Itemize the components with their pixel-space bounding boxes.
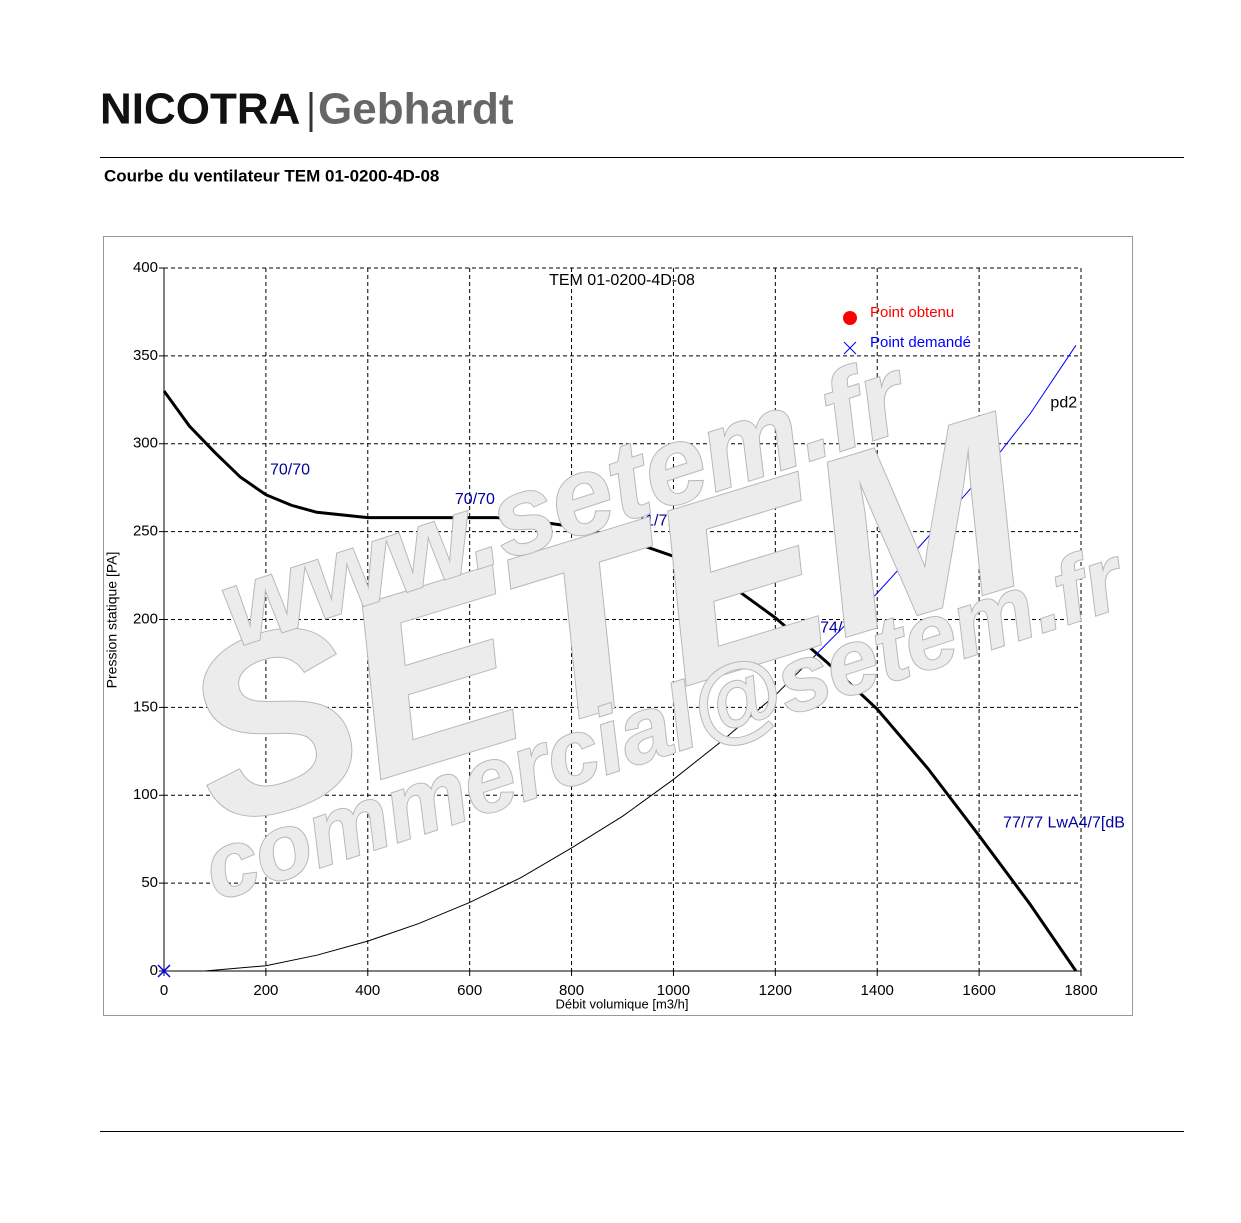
x-tick-label: 0 bbox=[160, 982, 168, 999]
y-tick-label: 200 bbox=[133, 610, 158, 627]
x-tick-label: 400 bbox=[355, 982, 380, 999]
x-tick-label: 800 bbox=[559, 982, 584, 999]
curve bbox=[162, 390, 1078, 972]
x-axis-label: Débit volumique [m3/h] bbox=[556, 996, 689, 1011]
y-tick-label: 350 bbox=[133, 347, 158, 364]
annotation: 70/70 bbox=[455, 491, 495, 508]
y-tick-label: 100 bbox=[133, 786, 158, 803]
y-tick-label: 50 bbox=[141, 874, 158, 891]
x-tick-label: 1000 bbox=[657, 982, 690, 999]
legend-marker bbox=[843, 341, 857, 355]
annotation: 77/77 LwA4/7[dB bbox=[1003, 815, 1125, 832]
curve bbox=[815, 345, 1077, 655]
annotation: pd2 bbox=[1050, 395, 1077, 412]
x-tick-label: 600 bbox=[457, 982, 482, 999]
legend-label: Point obtenu bbox=[870, 304, 954, 321]
y-tick-label: 400 bbox=[133, 259, 158, 276]
y-tick-label: 300 bbox=[133, 435, 158, 452]
y-axis-label: Pression statique [PA] bbox=[104, 552, 120, 689]
legend-marker bbox=[843, 311, 857, 325]
annotation: 74/74 bbox=[820, 620, 860, 637]
chart-title: TEM 01-0200-4D-08 bbox=[549, 272, 695, 289]
annotation: 70/70 bbox=[270, 461, 310, 478]
x-tick-label: 1800 bbox=[1064, 982, 1097, 999]
legend-label: Point demandé bbox=[870, 334, 971, 351]
x-tick-label: 1400 bbox=[861, 982, 894, 999]
y-tick-label: 250 bbox=[133, 523, 158, 540]
logo-nicotra: NICOTRA bbox=[100, 85, 300, 134]
x-tick-label: 200 bbox=[253, 982, 278, 999]
y-tick-label: 150 bbox=[133, 698, 158, 715]
curve bbox=[204, 654, 817, 972]
logo-gebhardt: Gebhardt bbox=[318, 85, 514, 134]
point-marker bbox=[157, 964, 171, 978]
annotation: 71/71 bbox=[636, 512, 676, 529]
y-tick-label: 0 bbox=[150, 962, 158, 979]
chart-frame bbox=[103, 236, 1133, 1016]
x-tick-label: 1600 bbox=[962, 982, 995, 999]
plot: 0 50 100 150 200 250 300 350 400 0 200 400 600 800 100… bbox=[104, 259, 1125, 1011]
x-tick-label: 1200 bbox=[759, 982, 792, 999]
page-title: Courbe du ventilateur TEM 01-0200-4D-08 bbox=[104, 166, 439, 185]
